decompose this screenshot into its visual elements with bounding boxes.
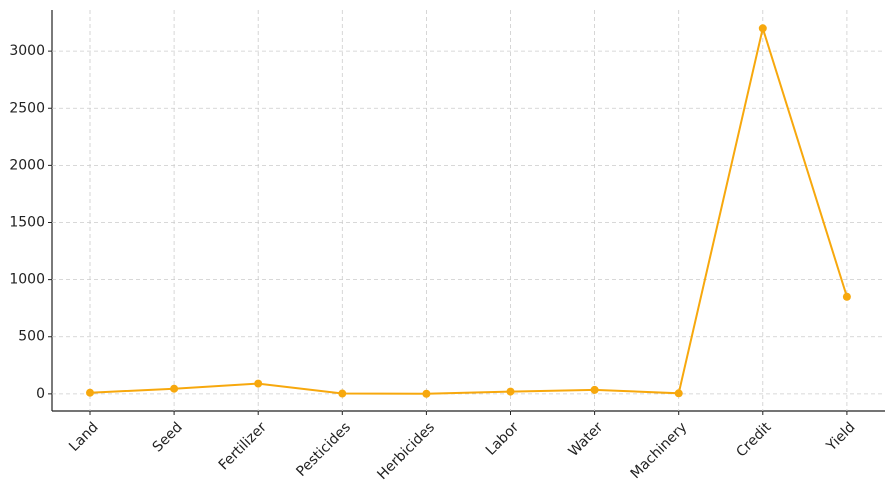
x-tick-label: Land [66, 419, 101, 454]
line [89, 24, 848, 395]
x-tick-label: Fertilizer [216, 419, 270, 473]
y-tick-label: 0 [36, 386, 45, 402]
marker [422, 389, 431, 398]
marker [674, 389, 683, 398]
x-tick-label: Labor [483, 419, 522, 458]
y-tick-label: 2500 [9, 100, 45, 116]
marker [338, 389, 347, 398]
y-tick-label: 2000 [9, 157, 45, 173]
marker [86, 388, 94, 397]
y-tick-label: 3000 [9, 43, 45, 59]
marker [590, 385, 599, 394]
marker [506, 387, 515, 396]
y-tick-label: 500 [18, 329, 45, 345]
x-tick-label: Yield [823, 419, 859, 455]
x-tick-label: Machinery [628, 419, 691, 482]
y-tick-label: 1000 [9, 272, 45, 288]
x-tick-label: Pesticides [293, 419, 354, 480]
x-tick-label: Herbicides [374, 419, 438, 483]
x-tick-label: Water [566, 419, 607, 460]
marker [170, 384, 179, 393]
x-tick-label: Credit [733, 419, 774, 460]
marker [842, 292, 851, 301]
marker [254, 379, 263, 388]
marker [758, 24, 767, 33]
y-tick-label: 1500 [9, 214, 45, 230]
x-tick-label: Seed [150, 419, 186, 455]
